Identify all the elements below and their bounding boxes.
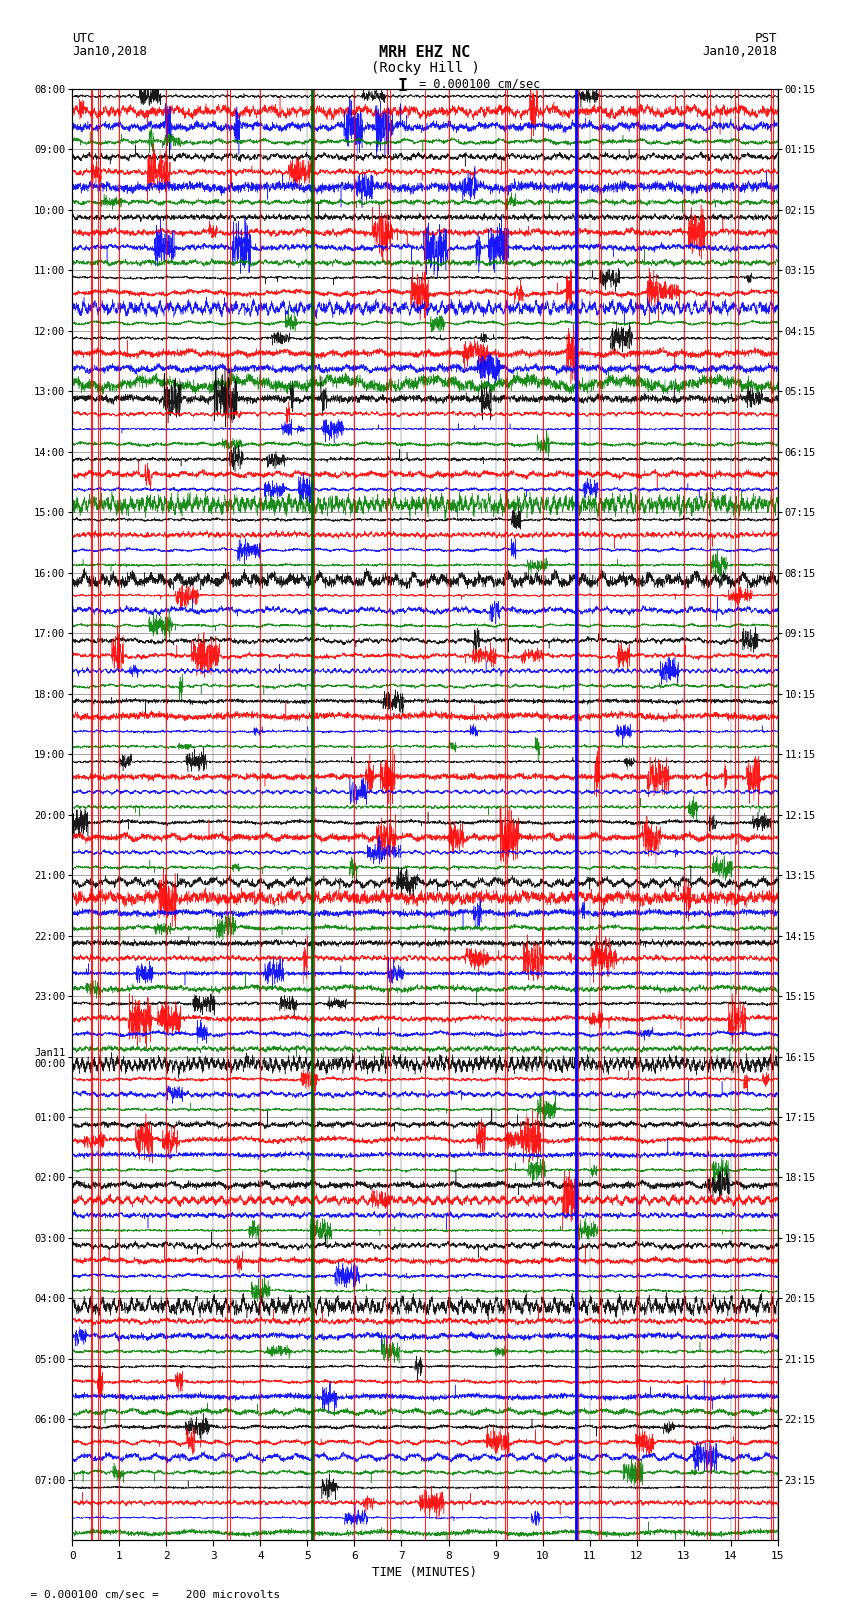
Text: Jan10,2018: Jan10,2018 — [72, 45, 147, 58]
X-axis label: TIME (MINUTES): TIME (MINUTES) — [372, 1566, 478, 1579]
Text: I: I — [398, 77, 408, 95]
Text: Jan10,2018: Jan10,2018 — [703, 45, 778, 58]
Text: MRH EHZ NC: MRH EHZ NC — [379, 45, 471, 60]
Text: UTC: UTC — [72, 32, 94, 45]
Text: (Rocky Hill ): (Rocky Hill ) — [371, 61, 479, 76]
Text: = 0.000100 cm/sec =    200 microvolts: = 0.000100 cm/sec = 200 microvolts — [17, 1590, 280, 1600]
Text: PST: PST — [756, 32, 778, 45]
Text: = 0.000100 cm/sec: = 0.000100 cm/sec — [412, 77, 541, 90]
